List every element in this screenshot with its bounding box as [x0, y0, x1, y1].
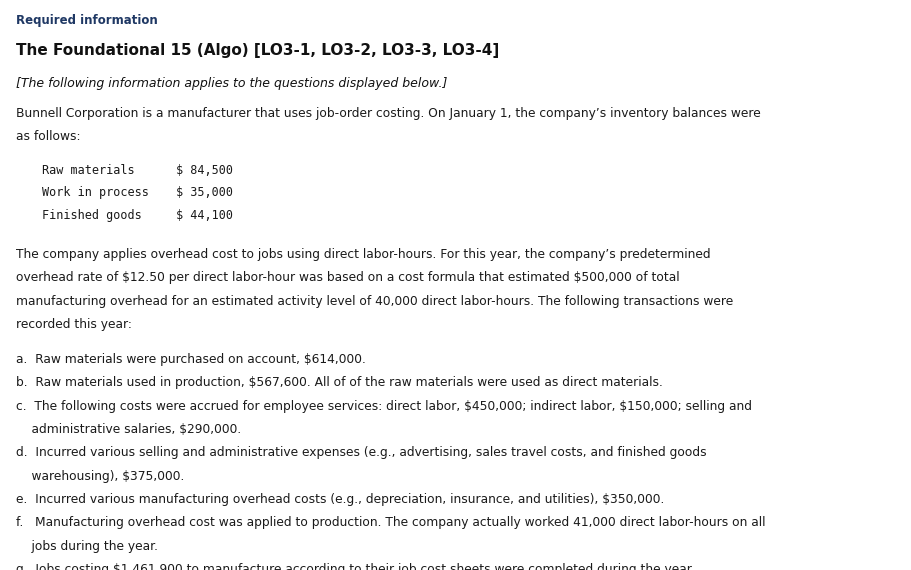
Text: as follows:: as follows:	[16, 130, 81, 143]
Text: recorded this year:: recorded this year:	[16, 318, 132, 331]
Text: The Foundational 15 (Algo) [LO3-1, LO3-2, LO3-3, LO3-4]: The Foundational 15 (Algo) [LO3-1, LO3-2…	[16, 43, 499, 58]
Text: The company applies overhead cost to jobs using direct labor-hours. For this yea: The company applies overhead cost to job…	[16, 248, 711, 261]
Text: Raw materials: Raw materials	[42, 164, 135, 177]
Text: d.  Incurred various selling and administrative expenses (e.g., advertising, sal: d. Incurred various selling and administ…	[16, 446, 707, 459]
Text: Finished goods: Finished goods	[42, 209, 141, 222]
Text: warehousing), $375,000.: warehousing), $375,000.	[16, 470, 185, 483]
Text: b.  Raw materials used in production, $567,600. All of of the raw materials were: b. Raw materials used in production, $56…	[16, 376, 663, 389]
Text: Bunnell Corporation is a manufacturer that uses job-order costing. On January 1,: Bunnell Corporation is a manufacturer th…	[16, 107, 762, 120]
Text: $ 35,000: $ 35,000	[176, 186, 233, 200]
Text: manufacturing overhead for an estimated activity level of 40,000 direct labor-ho: manufacturing overhead for an estimated …	[16, 295, 733, 308]
Text: $ 84,500: $ 84,500	[176, 164, 233, 177]
Text: f.   Manufacturing overhead cost was applied to production. The company actually: f. Manufacturing overhead cost was appli…	[16, 516, 766, 530]
Text: $ 44,100: $ 44,100	[176, 209, 233, 222]
Text: jobs during the year.: jobs during the year.	[16, 540, 159, 553]
Text: [The following information applies to the questions displayed below.]: [The following information applies to th…	[16, 77, 448, 90]
Text: c.  The following costs were accrued for employee services: direct labor, $450,0: c. The following costs were accrued for …	[16, 400, 752, 413]
Text: administrative salaries, $290,000.: administrative salaries, $290,000.	[16, 423, 241, 436]
Text: overhead rate of $12.50 per direct labor-hour was based on a cost formula that e: overhead rate of $12.50 per direct labor…	[16, 271, 680, 284]
Text: a.  Raw materials were purchased on account, $614,000.: a. Raw materials were purchased on accou…	[16, 353, 366, 366]
Text: Required information: Required information	[16, 14, 159, 27]
Text: e.  Incurred various manufacturing overhead costs (e.g., depreciation, insurance: e. Incurred various manufacturing overhe…	[16, 493, 665, 506]
Text: Work in process: Work in process	[42, 186, 148, 200]
Text: g.  Jobs costing $1,461,900 to manufacture according to their job cost sheets we: g. Jobs costing $1,461,900 to manufactur…	[16, 563, 695, 570]
